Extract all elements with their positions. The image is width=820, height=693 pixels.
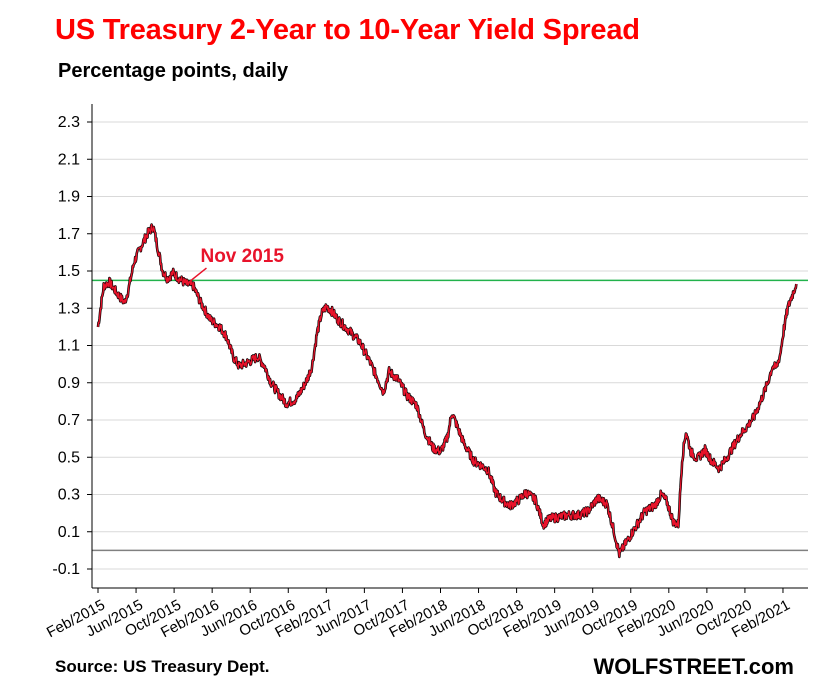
y-tick-label: 1.3 <box>58 300 80 317</box>
y-tick-label: 0.7 <box>58 412 80 429</box>
y-tick-label: 1.7 <box>58 226 80 243</box>
y-tick-label: 1.1 <box>58 338 80 355</box>
y-tick-label: 0.5 <box>58 449 80 466</box>
annotations: Nov 2015 <box>186 246 284 285</box>
grid-layer <box>92 121 808 570</box>
y-tick-label: 0.1 <box>58 524 80 541</box>
y-tick-label: -0.1 <box>52 561 80 578</box>
y-tick-label: 0.9 <box>58 375 80 392</box>
chart-subtitle: Percentage points, daily <box>58 60 289 82</box>
y-tick-label: 2.1 <box>58 151 80 168</box>
y-tick-label: 2.3 <box>58 114 80 131</box>
series-layer <box>96 223 798 559</box>
y-tick-label: 1.5 <box>58 263 80 280</box>
series-shadow-line <box>96 223 798 559</box>
y-axis: 2.3 2.1 1.9 1.7 1.5 1.3 1.1 0.9 0.7 0.5 0.3 0.1 -0.1 <box>52 104 93 588</box>
reference-lines <box>92 279 808 552</box>
y-tick-label: 1.9 <box>58 189 80 206</box>
source-note: Source: US Treasury Dept. <box>55 657 270 676</box>
annotation-pointer <box>186 267 207 285</box>
spread-series-line <box>97 223 797 558</box>
brand-logo-text: WOLFSTREET.com <box>593 654 794 679</box>
x-axis: Feb/2015Jun/2015Oct/2015Feb/2016Jun/2016… <box>44 587 808 641</box>
chart-title: US Treasury 2-Year to 10-Year Yield Spre… <box>55 14 640 46</box>
annotation-nov-2015: Nov 2015 <box>200 246 284 267</box>
y-tick-label: 0.3 <box>58 487 80 504</box>
